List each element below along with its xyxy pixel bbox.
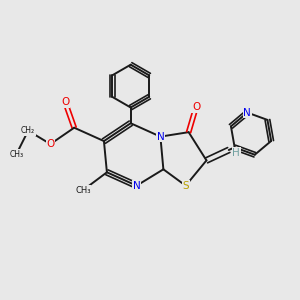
Text: O: O — [46, 139, 55, 149]
Text: H: H — [232, 148, 240, 158]
Text: O: O — [192, 102, 200, 112]
Text: CH₃: CH₃ — [75, 186, 91, 195]
Text: CH₂: CH₂ — [21, 126, 35, 135]
Text: S: S — [182, 181, 189, 191]
Text: N: N — [244, 108, 251, 118]
Text: N: N — [133, 181, 140, 191]
Text: N: N — [157, 132, 164, 142]
Text: O: O — [61, 98, 69, 107]
Text: CH₃: CH₃ — [9, 150, 23, 159]
